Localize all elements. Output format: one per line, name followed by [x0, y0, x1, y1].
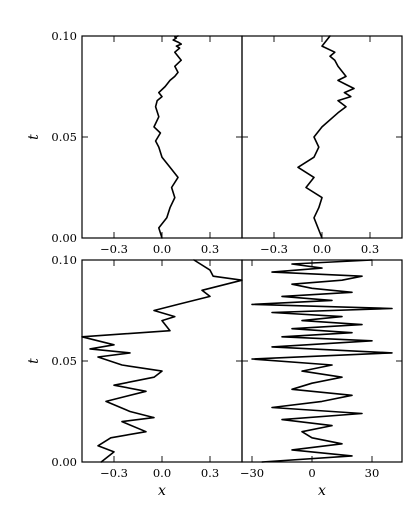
- x-axis-label: x: [158, 483, 166, 499]
- y-axis-label: t: [26, 358, 42, 364]
- x-tick-label: −0.3: [100, 466, 128, 480]
- series-line-top-left: [153, 35, 182, 239]
- series-line-bottom-right: [251, 259, 393, 463]
- panel-bottom-right: −30 0 30 x: [240, 259, 403, 499]
- panel-bottom-left: −0.3 0.0 0.3 0.00 0.05 0.10 t x: [26, 253, 243, 499]
- axes-frame-top-right: [241, 35, 403, 239]
- x-tick-label: −0.3: [100, 242, 128, 256]
- x-tick-label: 0.3: [201, 466, 219, 480]
- panel-top-left: −0.3 0.0 0.3 0.00 0.05 0.10 t: [26, 29, 243, 256]
- x-tick-label: 0.0: [313, 242, 331, 256]
- axes-frame-bottom-right: [241, 259, 403, 463]
- y-tick-label: 0.05: [51, 354, 77, 368]
- x-tick-label: 0.0: [153, 466, 171, 480]
- axes-frame-bottom-left: [81, 259, 243, 463]
- x-tick-label: 30: [365, 466, 380, 480]
- y-axis-label: t: [26, 134, 42, 140]
- x-tick-label: 0.3: [201, 242, 219, 256]
- x-axis-label: x: [318, 483, 326, 499]
- y-tick-label: 0.00: [51, 455, 77, 469]
- axes-frame-top-left: [81, 35, 243, 239]
- x-tick-label: −30: [240, 466, 264, 480]
- panel-top-right: −0.3 0.0 0.3: [241, 35, 403, 256]
- x-tick-label: 0: [308, 466, 315, 480]
- y-tick-label: 0.10: [51, 253, 77, 267]
- y-tick-label: 0.00: [51, 231, 77, 245]
- series-line-top-right: [297, 35, 355, 239]
- x-tick-label: 0.3: [361, 242, 379, 256]
- series-line-bottom-left: [81, 259, 243, 463]
- y-tick-label: 0.05: [51, 130, 77, 144]
- x-tick-label: 0.0: [153, 242, 171, 256]
- x-tick-label: −0.3: [260, 242, 288, 256]
- y-tick-label: 0.10: [51, 29, 77, 43]
